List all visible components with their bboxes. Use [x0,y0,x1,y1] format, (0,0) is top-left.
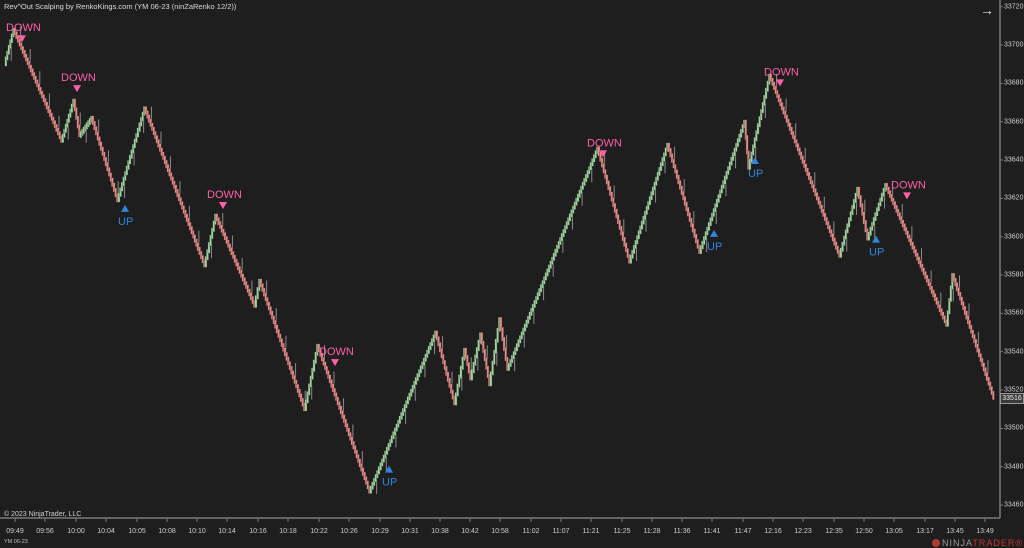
y-tick-label: 33560 [1004,309,1024,317]
down-triangle-icon [331,359,339,367]
up-signal: UP [118,204,133,228]
y-tick-label: 33480 [1004,463,1024,471]
svg-text:UP: UP [869,247,884,259]
x-tick-label: 10:31 [401,528,419,535]
y-tick-label: 33680 [1004,79,1024,87]
up-triangle-icon [872,235,880,243]
x-tick-label: 11:41 [703,528,721,535]
x-tick-label: 12:35 [825,528,843,535]
svg-text:DOWN: DOWN [764,66,799,78]
x-tick-label: 10:00 [67,528,85,535]
down-triangle-icon [903,192,911,200]
up-triangle-icon [710,229,718,237]
x-tick-label: 10:29 [371,528,389,535]
ninjatrader-logo: NINJATRADER® [932,538,1023,548]
x-tick-label: 10:18 [279,528,297,535]
up-triangle-icon [385,465,393,473]
x-tick-label: 13:05 [885,528,903,535]
y-tick-label: 33620 [1004,194,1024,202]
svg-text:DOWN: DOWN [6,22,41,34]
svg-text:UP: UP [382,477,397,489]
down-signal: DOWN [61,72,96,93]
y-tick-label: 33540 [1004,348,1024,356]
x-tick-label: 11:25 [613,528,631,535]
y-tick-label: 33520 [1004,386,1024,394]
x-tick-label: 11:21 [582,528,600,535]
y-tick-label: 33500 [1004,424,1024,432]
y-tick-label: 33600 [1004,233,1024,241]
up-triangle-icon [751,157,759,165]
y-tick-label: 33580 [1004,271,1024,279]
y-tick-label: 33640 [1004,156,1024,164]
arrow-right-icon[interactable]: → [980,2,994,18]
y-tick-label: 33460 [1004,501,1024,509]
down-signal: DOWN [891,179,926,200]
x-tick-label: 12:50 [855,528,873,535]
svg-text:DOWN: DOWN [207,189,242,201]
up-signal: UP [382,465,397,489]
x-tick-label: 10:14 [218,528,236,535]
svg-text:DOWN: DOWN [61,72,96,84]
signal-markers: DOWN DOWN UP DOWN DOWN UP DOWN UP UP DOWN UP DOWN [6,22,926,488]
x-tick-label: 11:47 [734,528,752,535]
down-triangle-icon [219,202,227,210]
renko-bricks [4,26,995,494]
svg-text:UP: UP [118,216,133,228]
down-signal: DOWN [6,22,41,43]
up-signal: UP [707,229,722,253]
down-signal: DOWN [764,66,799,87]
x-tick-label: 10:58 [491,528,509,535]
x-tick-label: 13:49 [976,528,994,535]
down-signal: DOWN [319,346,354,367]
y-tick-label: 33720 [1004,3,1024,11]
x-tick-label: 12:23 [794,528,812,535]
down-triangle-icon [776,79,784,87]
x-tick-label: 09:56 [36,528,54,535]
x-tick-label: 10:16 [249,528,267,535]
x-tick-label: 11:36 [673,528,691,535]
x-tick-label: 10:22 [310,528,328,535]
x-tick-label: 13:17 [916,528,934,535]
up-signal: UP [748,157,763,180]
y-axis-ticks [1000,6,1003,506]
x-axis-ticks [14,518,986,522]
y-tick-label: 33700 [1004,41,1024,49]
chart-title: Rev^Out Scalping by RenkoKings.com (YM 0… [4,2,237,11]
x-tick-label: 09:49 [6,528,24,535]
up-signal: UP [869,235,884,259]
down-signal: DOWN [207,189,242,210]
svg-text:UP: UP [707,241,722,253]
svg-text:DOWN: DOWN [587,137,622,149]
svg-text:DOWN: DOWN [319,346,354,358]
x-tick-label: 13:45 [946,528,964,535]
svg-text:DOWN: DOWN [891,179,926,191]
x-tick-label: 10:04 [97,528,115,535]
x-tick-label: 10:38 [431,528,449,535]
copyright-text: © 2023 NinjaTrader, LLC [4,511,82,518]
x-tick-label: 11:07 [552,528,570,535]
down-triangle-icon [599,150,607,158]
x-tick-label: 10:08 [158,528,176,535]
svg-text:UP: UP [748,168,763,180]
up-triangle-icon [121,204,129,212]
down-triangle-icon [18,35,26,43]
last-price-marker: 33516 [1000,393,1024,404]
instrument-label: YM 06-23 [4,539,28,545]
down-signal: DOWN [587,137,622,158]
x-tick-label: 11:02 [522,528,540,535]
x-tick-label: 12:16 [764,528,782,535]
x-tick-label: 11:28 [643,528,661,535]
x-tick-label: 10:26 [340,528,358,535]
x-tick-label: 10:10 [188,528,206,535]
x-tick-label: 10:05 [128,528,146,535]
x-tick-label: 10:42 [461,528,479,535]
y-tick-label: 33660 [1004,118,1024,126]
ninjatrader-logo-icon [932,539,940,547]
down-triangle-icon [73,85,81,93]
